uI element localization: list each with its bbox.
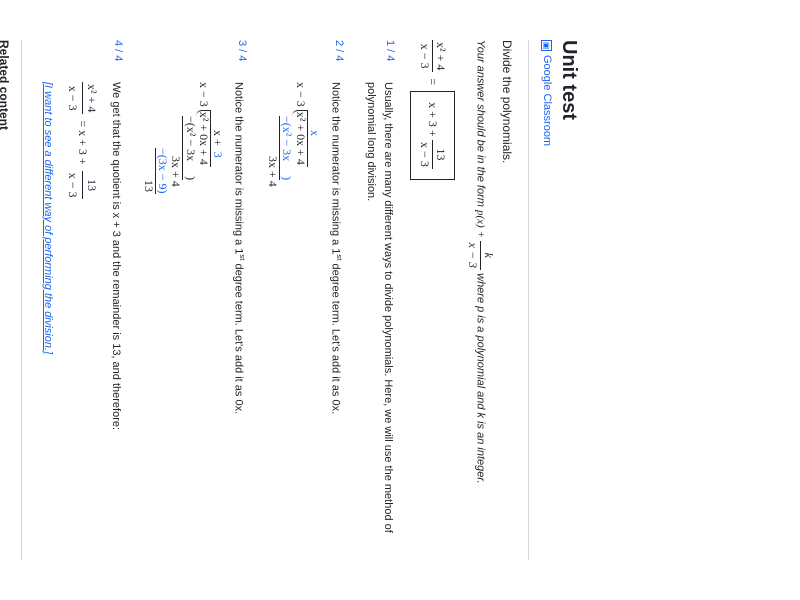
step-2: 2 / 4 Notice the numerator is missing a … (266, 40, 345, 560)
classroom-label: Google Classroom (541, 55, 553, 146)
step-label: 1 / 4 (363, 40, 396, 68)
step-label: 4 / 4 (40, 40, 124, 68)
prompt-hint: Your answer should be in the form p(x) +… (465, 40, 496, 560)
google-classroom-link[interactable]: ▣ Google Classroom (541, 40, 553, 560)
alternate-method-link[interactable]: [I want to see a different way of perfor… (40, 82, 57, 354)
step-body: We get that the quotient is x + 3 and th… (40, 82, 124, 560)
equation-row: x² + 4 x − 3 = x + 3 + 13 x − 3 (410, 40, 455, 560)
prompt-instruction: Divide the polynomials. (500, 40, 514, 560)
step-body: Notice the numerator is missing a 1st de… (142, 82, 248, 560)
step-body: Usually, there are many different ways t… (363, 82, 396, 560)
answer-input[interactable]: x + 3 + 13 x − 3 (410, 91, 455, 180)
long-division-work: x x − 3 x² + 0x + 4 −(x² − 3x ) 3x + 4 (266, 82, 321, 560)
step-label: 3 / 4 (142, 40, 248, 68)
step-1: 1 / 4 Usually, there are many different … (363, 40, 396, 560)
step-3: 3 / 4 Notice the numerator is missing a … (142, 40, 248, 560)
page-title: Unit test (557, 40, 580, 560)
lhs-numerator: x² + 4 (432, 40, 448, 72)
related-heading: Related content (0, 40, 11, 560)
divider (528, 40, 529, 560)
classroom-icon: ▣ (542, 40, 553, 51)
long-division-work: x + 3 x − 3 x² + 0x + 4 −(x² − 3x ) 3x +… (142, 82, 224, 560)
step-body: Notice the numerator is missing a 1st de… (266, 82, 345, 560)
step-label: 2 / 4 (266, 40, 345, 68)
step-4: 4 / 4 We get that the quotient is x + 3 … (40, 40, 124, 560)
related-content: Related content Dividing quadratics by (0, 40, 22, 560)
lhs-denominator: x − 3 (417, 40, 432, 72)
